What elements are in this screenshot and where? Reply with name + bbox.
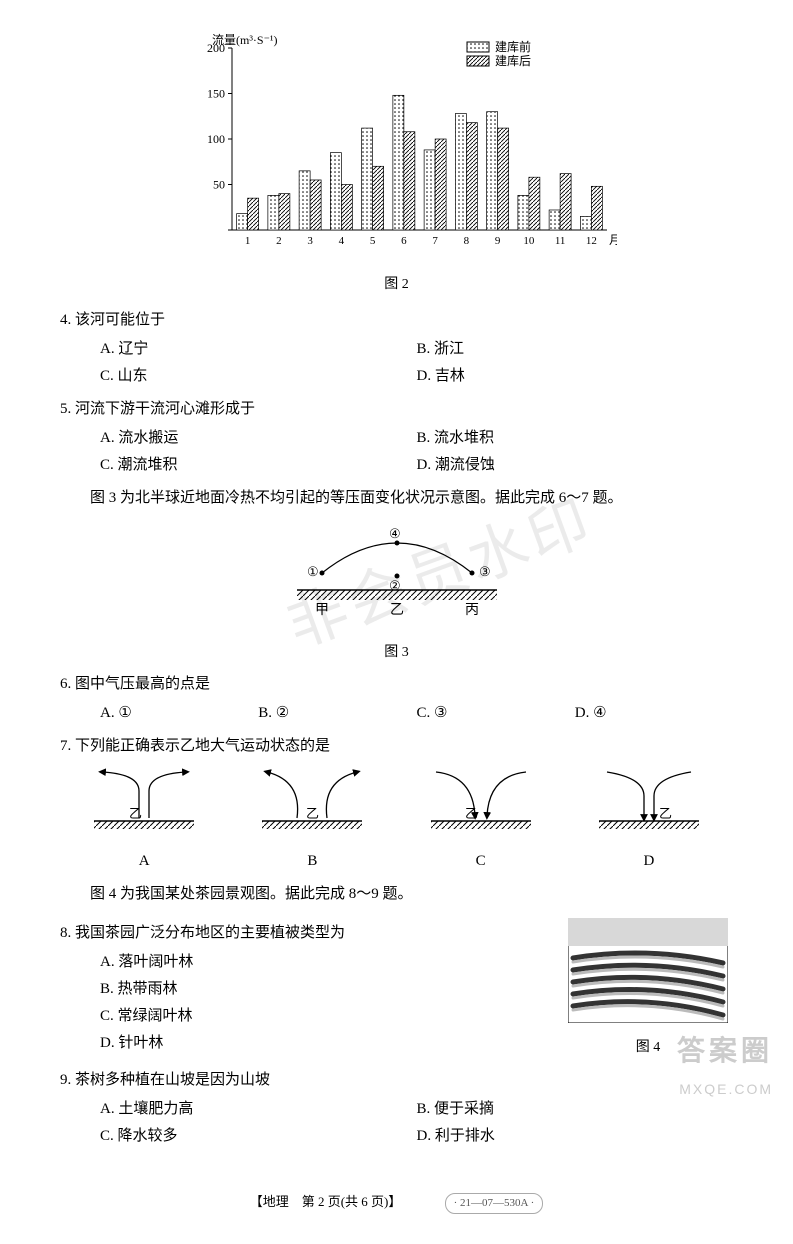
q5-opt-d: D. 潮流侵蚀 (417, 452, 734, 479)
q7-stem: 7. 下列能正确表示乙地大气运动状态的是 (60, 733, 733, 760)
svg-text:3: 3 (307, 235, 313, 247)
svg-text:流量(m³·S⁻¹): 流量(m³·S⁻¹) (212, 33, 278, 47)
svg-text:9: 9 (494, 235, 500, 247)
svg-text:③: ③ (479, 564, 491, 579)
q7-label-c: C (411, 848, 551, 875)
svg-text:100: 100 (207, 132, 225, 146)
intro-6-7: 图 3 为北半球近地面冷热不均引起的等压面变化状况示意图。据此完成 6～7 题。 (60, 485, 733, 512)
intro-8-9: 图 4 为我国某处茶园景观图。据此完成 8～9 题。 (60, 881, 733, 908)
svg-text:10: 10 (523, 235, 535, 247)
figure-3: ① ② ③ ④ 甲 乙 丙 图 3 (60, 518, 733, 665)
svg-text:11: 11 (554, 235, 565, 247)
q4-opt-a: A. 辽宁 (100, 336, 417, 363)
brand-watermark: 答案圈 MXQE.COM (677, 1026, 773, 1102)
q7-diagram-d: 乙 D (579, 766, 719, 875)
svg-text:150: 150 (207, 87, 225, 101)
q4-opt-b: B. 浙江 (417, 336, 734, 363)
svg-text:7: 7 (432, 235, 438, 247)
footer-page: 【地理 第 2 页(共 6 页)】 (250, 1194, 402, 1209)
svg-text:乙: 乙 (390, 602, 404, 618)
svg-text:6: 6 (401, 235, 407, 247)
footer-code: · 21—07—530A · (445, 1193, 544, 1215)
q8-options: A. 落叶阔叶林 B. 热带雨林 C. 常绿阔叶林 D. 针叶林 (60, 949, 553, 1057)
q7-label-a: A (74, 848, 214, 875)
svg-text:甲: 甲 (315, 603, 329, 618)
svg-text:④: ④ (389, 526, 401, 541)
q7-label-b: B (242, 848, 382, 875)
svg-text:月份: 月份 (609, 233, 617, 247)
q9-opt-c: C. 降水较多 (100, 1123, 417, 1150)
q6-opt-c: C. ③ (417, 700, 575, 727)
q8-stem: 8. 我国茶园广泛分布地区的主要植被类型为 (60, 920, 553, 947)
q5-opt-a: A. 流水搬运 (100, 425, 417, 452)
q7-label-d: D (579, 848, 719, 875)
fig2-caption: 图 2 (60, 272, 733, 297)
q6-options: A. ① B. ② C. ③ D. ④ (60, 700, 733, 727)
q4-opt-d: D. 吉林 (417, 363, 734, 390)
svg-text:乙: 乙 (659, 806, 672, 821)
q5-options: A. 流水搬运 B. 流水堆积 C. 潮流堆积 D. 潮流侵蚀 (60, 425, 733, 479)
q5-opt-c: C. 潮流堆积 (100, 452, 417, 479)
q5-opt-b: B. 流水堆积 (417, 425, 734, 452)
svg-text:乙: 乙 (465, 806, 478, 821)
svg-text:乙: 乙 (306, 806, 319, 821)
brand-line2: MXQE.COM (677, 1077, 773, 1102)
q7-diagram-b: 乙 B (242, 766, 382, 875)
q7-diagrams: 乙 A 乙 B 乙 C (60, 766, 733, 875)
q8-opt-b: B. 热带雨林 (100, 976, 553, 1003)
fig3-caption: 图 3 (60, 640, 733, 665)
tea-garden-image (568, 918, 728, 1023)
svg-text:2: 2 (276, 235, 282, 247)
q8-opt-a: A. 落叶阔叶林 (100, 949, 553, 976)
q9-opt-a: A. 土壤肥力高 (100, 1096, 417, 1123)
q6-opt-d: D. ④ (575, 700, 733, 727)
bar-chart: 50100150200流量(m³·S⁻¹)建库前建库后1234567891011… (177, 30, 617, 260)
svg-text:5: 5 (369, 235, 375, 247)
q4-options: A. 辽宁 B. 浙江 C. 山东 D. 吉林 (60, 336, 733, 390)
svg-text:8: 8 (463, 235, 469, 247)
svg-text:乙: 乙 (129, 806, 142, 821)
q8-opt-c: C. 常绿阔叶林 (100, 1003, 553, 1030)
svg-text:12: 12 (585, 235, 596, 247)
q6-opt-a: A. ① (100, 700, 258, 727)
q4-stem: 4. 该河可能位于 (60, 307, 733, 334)
q7-diagram-a: 乙 A (74, 766, 214, 875)
isobar-diagram: ① ② ③ ④ 甲 乙 丙 (267, 518, 527, 628)
chart-figure-2: 50100150200流量(m³·S⁻¹)建库前建库后1234567891011… (60, 30, 733, 297)
q9-options: A. 土壤肥力高 B. 便于采摘 C. 降水较多 D. 利于排水 (60, 1096, 733, 1150)
q9-opt-d: D. 利于排水 (417, 1123, 734, 1150)
svg-text:①: ① (307, 564, 319, 579)
svg-text:②: ② (389, 578, 401, 593)
q4-opt-c: C. 山东 (100, 363, 417, 390)
svg-text:丙: 丙 (465, 603, 479, 618)
q8-opt-d: D. 针叶林 (100, 1030, 553, 1057)
q6-opt-b: B. ② (258, 700, 416, 727)
q7-diagram-c: 乙 C (411, 766, 551, 875)
svg-text:50: 50 (213, 178, 225, 192)
q5-stem: 5. 河流下游干流河心滩形成于 (60, 396, 733, 423)
svg-text:1: 1 (244, 235, 250, 247)
q9-stem: 9. 茶树多种植在山坡是因为山坡 (60, 1067, 733, 1094)
page-footer: 【地理 第 2 页(共 6 页)】 · 21—07—530A · (60, 1190, 733, 1215)
q6-stem: 6. 图中气压最高的点是 (60, 671, 733, 698)
svg-text:建库前: 建库前 (495, 39, 531, 54)
svg-text:4: 4 (338, 235, 344, 247)
svg-text:建库后: 建库后 (495, 53, 531, 68)
brand-line1: 答案圈 (677, 1026, 773, 1076)
